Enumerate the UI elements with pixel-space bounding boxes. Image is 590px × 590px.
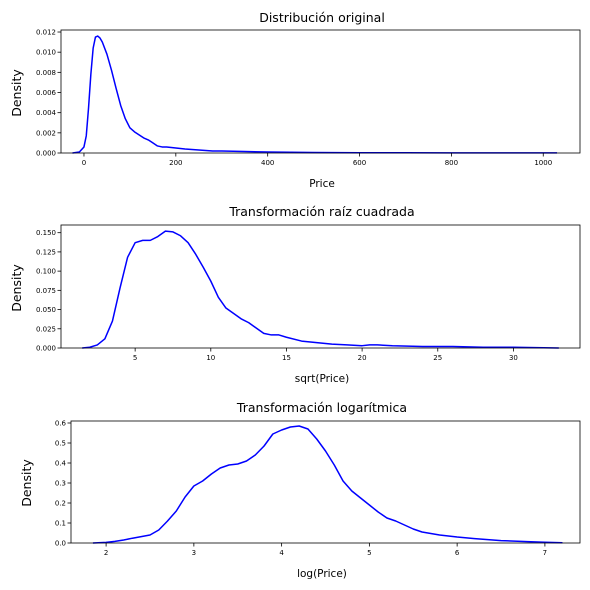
y-tick-label: 0.5 (55, 440, 66, 448)
plot-area-frame (60, 29, 581, 154)
x-tick-label: 30 (509, 354, 518, 362)
x-tick-label: 0 (82, 159, 86, 167)
y-tick-label: 0.125 (36, 248, 56, 256)
x-tick-label: 200 (169, 159, 182, 167)
y-tick-label: 0.075 (36, 287, 56, 295)
x-tick-label: 600 (353, 159, 366, 167)
y-tick-label: 0.000 (36, 150, 56, 158)
x-tick-label: 6 (455, 549, 460, 557)
plot-area-frame (60, 224, 581, 349)
x-axis-label: log(Price) (297, 568, 347, 580)
x-tick-label: 25 (433, 354, 442, 362)
density-line (72, 35, 558, 154)
y-tick-label: 0.2 (55, 500, 66, 508)
y-tick-label: 0.0 (55, 540, 66, 548)
x-tick-label: 7 (543, 549, 547, 557)
x-tick-label: 3 (192, 549, 196, 557)
y-axis-label: Density (9, 69, 24, 117)
y-tick-label: 0.3 (55, 480, 66, 488)
y-tick-label: 0.012 (36, 29, 56, 37)
y-tick-label: 0.025 (36, 325, 56, 333)
y-tick-label: 0.100 (36, 268, 56, 276)
chart-panel-original: Distribución original Price Density 0 200… (9, 10, 581, 190)
y-tick-label: 0.004 (36, 109, 57, 117)
density-line (92, 425, 563, 544)
y-axis-label: Density (9, 264, 24, 312)
y-tick-label: 0.006 (36, 89, 57, 97)
y-tick-label: 0.010 (36, 49, 56, 57)
x-tick-label: 5 (133, 354, 137, 362)
y-tick-label: 0.002 (36, 129, 56, 137)
x-axis-label: sqrt(Price) (295, 373, 349, 385)
y-tick-label: 0.150 (36, 229, 56, 237)
x-tick-label: 4 (279, 549, 284, 557)
x-tick-label: 2 (104, 549, 108, 557)
x-tick-label: 20 (358, 354, 367, 362)
y-tick-label: 0.000 (36, 345, 56, 353)
y-tick-label: 0.1 (55, 520, 66, 528)
y-axis-label: Density (19, 459, 34, 507)
x-tick-label: 10 (206, 354, 215, 362)
chart-title: Transformación logarítmica (236, 400, 407, 415)
chart-title: Distribución original (259, 10, 385, 25)
x-tick-label: 5 (367, 549, 371, 557)
density-line (82, 230, 559, 349)
x-tick-label: 1000 (534, 159, 552, 167)
chart-panel-sqrt: Transformación raíz cuadrada sqrt(Price)… (9, 204, 581, 385)
plot-area-frame (70, 420, 581, 544)
x-tick-label: 15 (282, 354, 291, 362)
y-tick-label: 0.4 (55, 460, 67, 468)
x-axis-label: Price (309, 178, 335, 190)
x-tick-label: 400 (261, 159, 274, 167)
y-tick-label: 0.008 (36, 69, 56, 77)
y-tick-label: 0.050 (36, 306, 56, 314)
y-tick-label: 0.6 (55, 420, 67, 428)
chart-title: Transformación raíz cuadrada (228, 204, 414, 219)
x-tick-label: 800 (445, 159, 458, 167)
chart-panel-log: Transformación logarítmica log(Price) De… (19, 400, 581, 580)
